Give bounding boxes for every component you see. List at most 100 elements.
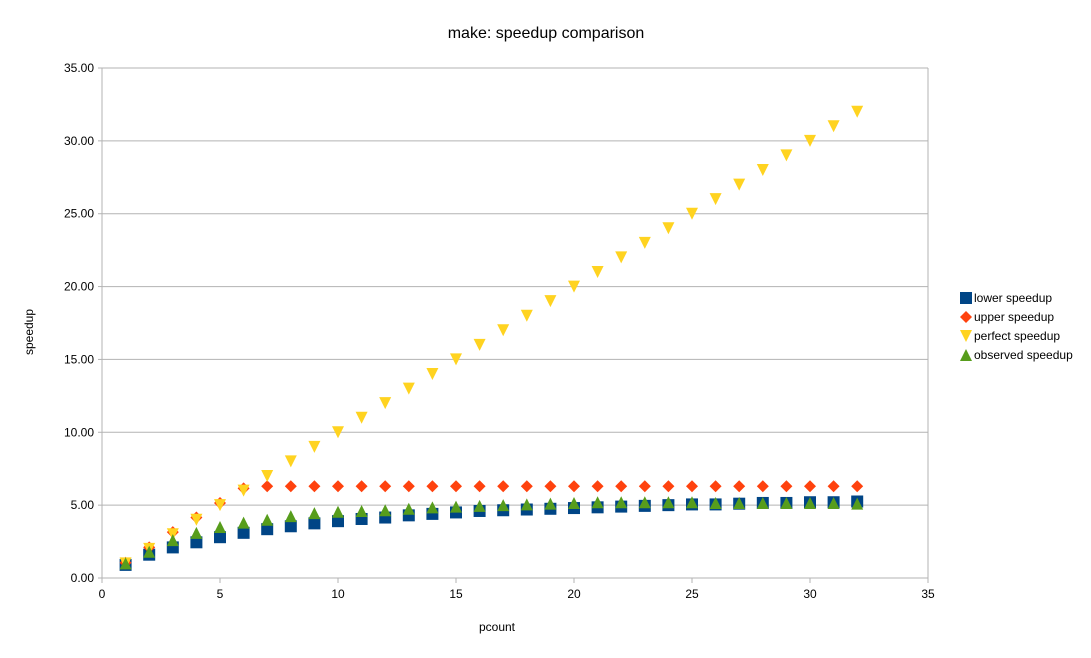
point-perfect-speedup [284,455,297,468]
legend-marker [960,330,972,342]
point-upper-speedup [662,480,675,493]
point-upper-speedup [402,480,415,493]
point-upper-speedup [851,480,864,493]
point-upper-speedup [568,480,580,493]
point-upper-speedup [686,480,698,493]
point-upper-speedup [709,480,722,493]
point-observed-speedup [332,505,344,518]
point-perfect-speedup [214,499,226,512]
legend-item: upper speedup [960,310,1054,324]
point-observed-speedup [497,499,510,512]
point-perfect-speedup [804,134,816,147]
point-upper-speedup [544,480,557,493]
legend-item: lower speedup [960,291,1052,305]
point-perfect-speedup [615,251,628,264]
y-tick-label: 0.00 [71,571,95,585]
point-perfect-speedup [544,295,557,308]
y-tick-label: 5.00 [71,498,95,512]
point-perfect-speedup [261,470,274,482]
point-observed-speedup [520,498,533,511]
point-upper-speedup [284,480,297,493]
point-observed-speedup [733,496,746,509]
point-observed-speedup [166,534,179,547]
point-observed-speedup [190,526,203,539]
x-tick-label: 30 [803,587,817,601]
point-observed-speedup [308,507,321,520]
point-perfect-speedup [827,120,840,133]
point-perfect-speedup [379,397,392,410]
point-perfect-speedup [709,193,722,206]
y-tick-label: 25.00 [64,207,94,221]
axes: 0.00 5.00 10.00 15.00 20.00 25.00 30.00 35.00 0 5… [64,61,935,601]
y-tick-label: 20.00 [64,280,94,294]
point-perfect-speedup [355,411,368,424]
point-observed-speedup [827,496,840,509]
point-lower-speedup [284,520,297,533]
y-axis-label: speedup [22,309,36,355]
x-tick-label: 20 [567,587,581,601]
point-observed-speedup [119,557,132,570]
point-observed-speedup [851,497,864,510]
point-perfect-speedup [402,382,415,395]
point-upper-speedup [308,480,321,493]
series-observed-speedup [119,496,864,570]
x-tick-label: 5 [217,587,224,601]
point-perfect-speedup [473,338,486,351]
x-tick-label: 35 [921,587,935,601]
point-upper-speedup [497,480,510,493]
point-perfect-speedup [450,353,462,366]
point-perfect-speedup [237,484,250,497]
y-tick-label: 35.00 [64,61,94,75]
point-observed-speedup [615,496,628,509]
point-lower-speedup [261,523,274,536]
series-perfect-speedup [119,105,864,570]
point-perfect-speedup [308,440,321,453]
point-upper-speedup [332,480,344,493]
y-tick-label: 30.00 [64,134,94,148]
legend-label: observed speedup [974,348,1073,362]
point-upper-speedup [615,480,628,493]
point-perfect-speedup [756,164,769,176]
legend-label: lower speedup [974,291,1052,305]
y-tick-label: 10.00 [64,425,94,439]
point-upper-speedup [520,480,533,493]
point-lower-speedup [308,517,321,530]
point-observed-speedup [473,499,486,512]
point-upper-speedup [473,480,486,493]
point-observed-speedup [379,504,392,517]
y-tick-label: 15.00 [64,352,94,366]
legend-label: perfect speedup [974,329,1060,343]
x-axis-label: pcount [479,620,516,634]
point-upper-speedup [591,480,604,493]
legend-marker [960,292,972,304]
point-observed-speedup [686,496,698,509]
legend-marker [960,349,972,361]
point-observed-speedup [638,496,651,509]
series-lower-speedup [119,495,864,571]
point-lower-speedup [214,531,226,544]
point-observed-speedup [756,496,769,509]
point-perfect-speedup [591,266,604,278]
point-upper-speedup [733,480,746,493]
point-observed-speedup [261,513,274,526]
x-tick-label: 10 [331,587,345,601]
chart-title: make: speedup comparison [448,25,645,42]
point-observed-speedup [544,497,557,510]
legend-label: upper speedup [974,310,1054,324]
point-perfect-speedup [686,207,698,220]
point-upper-speedup [450,480,462,493]
x-tick-label: 25 [685,587,699,601]
point-observed-speedup [591,496,604,509]
point-observed-speedup [426,501,439,514]
point-perfect-speedup [851,105,864,118]
point-perfect-speedup [520,309,533,322]
point-perfect-speedup [780,149,793,162]
point-observed-speedup [355,504,368,517]
point-perfect-speedup [426,368,439,380]
x-tick-label: 0 [99,587,106,601]
point-upper-speedup [756,480,769,493]
point-observed-speedup [143,545,156,558]
point-observed-speedup [450,500,462,513]
grid-lines [102,67,928,579]
